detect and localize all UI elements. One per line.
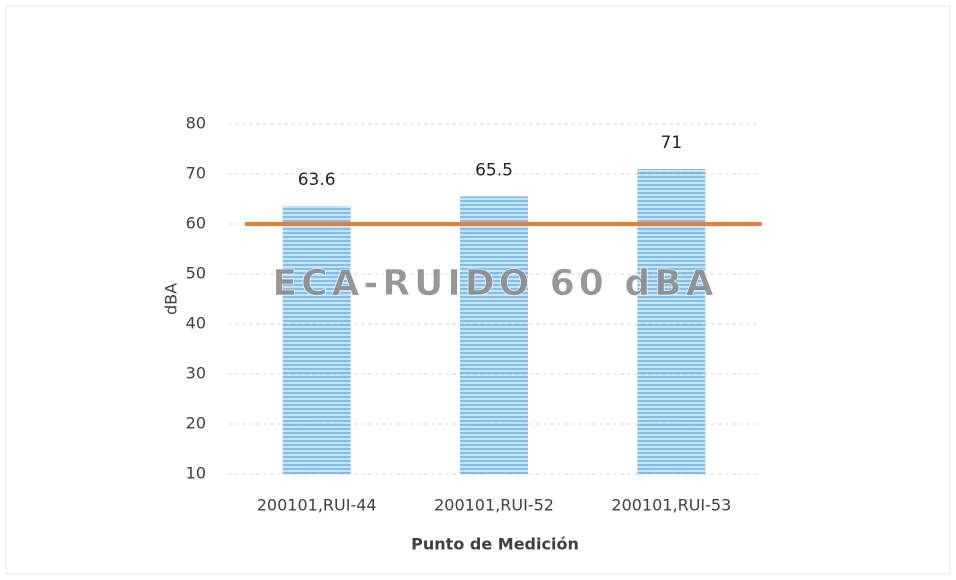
x-axis-label: Punto de Medición (411, 535, 579, 554)
data-label: 65.5 (475, 161, 513, 181)
annotation: ECA-RUIDO 60 dBA (273, 263, 718, 304)
y-axis-label: dBA (162, 283, 181, 315)
data-label: 63.6 (298, 170, 336, 190)
y-tick-label: 70 (186, 164, 206, 183)
y-tick-label: 20 (186, 414, 206, 433)
y-tick-label: 80 (186, 114, 206, 133)
x-tick-label: 200101,RUI-44 (257, 496, 377, 515)
x-tick-label: 200101,RUI-52 (434, 496, 554, 515)
bar (282, 206, 351, 474)
y-tick-label: 40 (186, 314, 206, 333)
y-tick-label: 50 (186, 264, 206, 283)
y-tick-label: 10 (186, 464, 206, 483)
x-tick-label: 200101,RUI-53 (611, 496, 731, 515)
data-label: 71 (661, 133, 683, 153)
chart-border (5, 5, 951, 575)
bar (460, 196, 528, 474)
bar (637, 169, 706, 474)
y-tick-label: 60 (186, 214, 206, 233)
y-tick-label: 30 (186, 364, 206, 383)
